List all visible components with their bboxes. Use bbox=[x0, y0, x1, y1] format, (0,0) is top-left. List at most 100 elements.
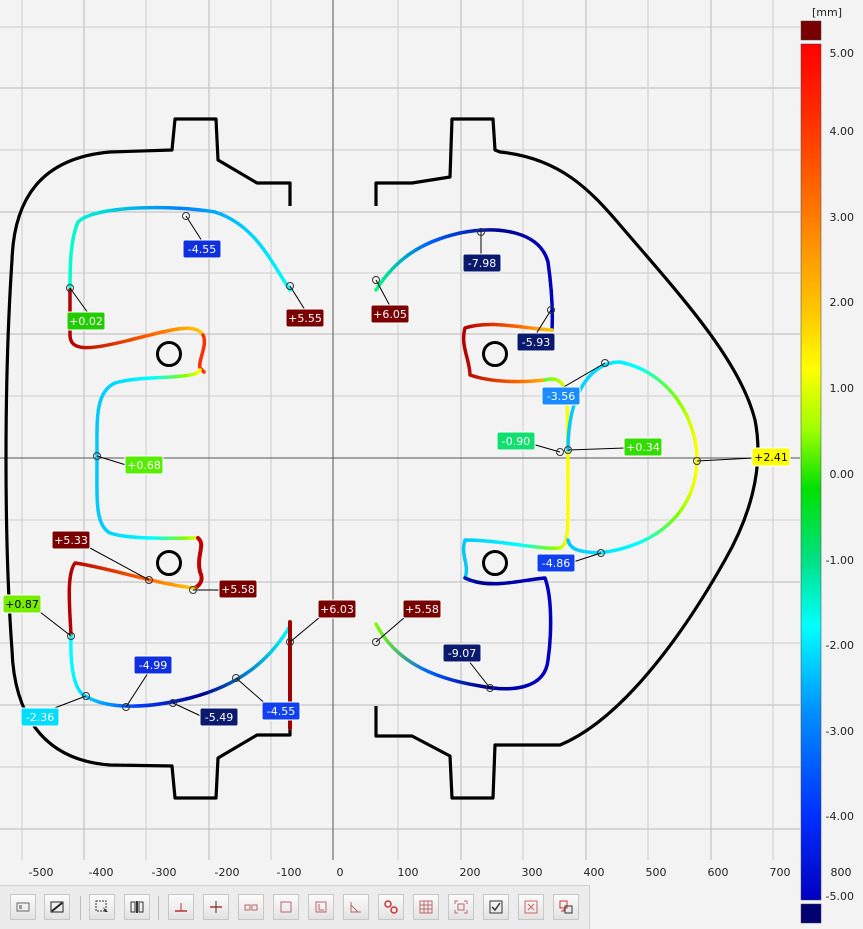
deviation-label[interactable]: -5.49 bbox=[199, 707, 239, 727]
x-tick-label: 200 bbox=[460, 866, 481, 879]
x-tick-label: 600 bbox=[708, 866, 729, 879]
gap-flush-button[interactable] bbox=[238, 894, 264, 920]
measure-points bbox=[66, 212, 701, 711]
color-scale-label: 3.00 bbox=[830, 211, 855, 224]
deviation-value: +5.58 bbox=[405, 603, 439, 616]
color-scale-label: 1.00 bbox=[830, 382, 855, 395]
x-tick-label: 700 bbox=[770, 866, 791, 879]
x-tick-label: -100 bbox=[277, 866, 302, 879]
x-tick-label: -300 bbox=[152, 866, 177, 879]
x-tick-label: 0 bbox=[337, 866, 344, 879]
x-tick-label: 300 bbox=[522, 866, 543, 879]
x-tick-label: -200 bbox=[215, 866, 240, 879]
checkbox-button[interactable] bbox=[483, 894, 509, 920]
deviation-label[interactable]: -5.93 bbox=[516, 332, 556, 352]
color-scale-label: -1.00 bbox=[826, 554, 854, 567]
view-mode-button[interactable] bbox=[10, 894, 36, 920]
edge-deviation-icon bbox=[210, 901, 222, 913]
color-scale-label: 4.00 bbox=[830, 125, 855, 138]
deviation-label[interactable]: +0.02 bbox=[66, 311, 106, 331]
split-view-button[interactable] bbox=[124, 894, 150, 920]
toggle-hatch-button[interactable] bbox=[44, 894, 70, 920]
part-outline bbox=[4, 117, 760, 800]
deviation-value: +5.33 bbox=[54, 534, 88, 547]
rectangle-button[interactable] bbox=[273, 894, 299, 920]
angle-button[interactable] bbox=[343, 894, 369, 920]
deviation-label[interactable]: +0.34 bbox=[623, 437, 663, 457]
grid-button[interactable] bbox=[413, 894, 439, 920]
deviation-label[interactable]: -7.98 bbox=[462, 253, 502, 273]
deviation-label[interactable]: +5.58 bbox=[218, 579, 258, 599]
deviation-label[interactable]: +0.87 bbox=[2, 594, 42, 614]
deviation-label[interactable]: -4.55 bbox=[182, 239, 222, 259]
gap-flush-icon bbox=[244, 904, 258, 911]
deviation-value: +0.87 bbox=[5, 598, 39, 611]
deviation-value: -2.36 bbox=[26, 711, 54, 724]
color-scale-under bbox=[800, 903, 822, 924]
bottom-toolbar bbox=[0, 885, 590, 929]
fit-view-icon bbox=[454, 900, 468, 914]
deviation-label[interactable]: -9.07 bbox=[442, 643, 482, 663]
deviation-value: -0.90 bbox=[502, 435, 530, 448]
color-scale-label: -4.00 bbox=[826, 810, 854, 823]
deviation-label[interactable]: -2.36 bbox=[20, 707, 60, 727]
fit-view-button[interactable] bbox=[448, 894, 474, 920]
plot-minor-grid bbox=[0, 0, 800, 860]
deviation-value: -9.07 bbox=[448, 647, 476, 660]
grid-icon bbox=[419, 900, 433, 914]
checkbox-icon bbox=[489, 900, 503, 914]
deviation-label[interactable]: -4.86 bbox=[536, 553, 576, 573]
color-scale-unit: [mm] bbox=[812, 6, 842, 19]
deviation-label[interactable]: -4.55 bbox=[261, 701, 301, 721]
deviation-label[interactable]: +2.41 bbox=[751, 447, 791, 467]
deviation-label[interactable]: +6.03 bbox=[317, 599, 357, 619]
split-view-icon bbox=[130, 901, 144, 913]
x-tick-label: -400 bbox=[89, 866, 114, 879]
deviation-labels: -4.55 +5.55 +0.02 +6.05 -7.98 -5.93 -3.56 -0.90… bbox=[2, 239, 791, 727]
x-tick-label: 800 bbox=[831, 866, 852, 879]
deviation-label[interactable]: +0.68 bbox=[124, 455, 164, 475]
circle-pair-icon bbox=[384, 900, 398, 914]
deviation-value: -4.86 bbox=[542, 557, 570, 570]
point-deviation-button[interactable] bbox=[168, 894, 194, 920]
point-deviation-icon bbox=[175, 903, 187, 912]
deviation-value: -5.49 bbox=[205, 711, 233, 724]
deviation-value: -4.55 bbox=[267, 705, 295, 718]
x-tick-label: 500 bbox=[646, 866, 667, 879]
color-scale-label: -5.00 bbox=[826, 890, 854, 903]
deviation-label[interactable]: +5.33 bbox=[51, 530, 91, 550]
x-tick-label: 400 bbox=[584, 866, 605, 879]
select-region-button[interactable] bbox=[89, 894, 115, 920]
color-scale-label: 2.00 bbox=[830, 296, 855, 309]
delete-label-button[interactable] bbox=[518, 894, 544, 920]
transfer-button[interactable] bbox=[553, 894, 579, 920]
deviation-value: +0.68 bbox=[127, 459, 161, 472]
deviation-value: -3.56 bbox=[547, 390, 575, 403]
circle-pair-button[interactable] bbox=[378, 894, 404, 920]
deviation-label[interactable]: -0.90 bbox=[496, 431, 536, 451]
deviation-value: +5.58 bbox=[221, 583, 255, 596]
deviation-label[interactable]: +5.55 bbox=[285, 308, 325, 328]
color-scale-label: -2.00 bbox=[826, 639, 854, 652]
deviation-value: -4.99 bbox=[139, 659, 167, 672]
plot-grid bbox=[0, 0, 800, 860]
deviation-label[interactable]: +6.05 bbox=[370, 304, 410, 324]
deviation-value: -7.98 bbox=[468, 257, 496, 270]
frame-button[interactable] bbox=[308, 894, 334, 920]
edge-deviation-button[interactable] bbox=[203, 894, 229, 920]
delete-label-icon bbox=[524, 900, 538, 914]
color-scale-label: -3.00 bbox=[826, 725, 854, 738]
deviation-value: +2.41 bbox=[754, 451, 788, 464]
x-axis-ticks: -500 -400 -300 -200 -100 0 100 200 300 400 500 600 7… bbox=[29, 866, 852, 879]
deviation-label[interactable]: -4.99 bbox=[133, 655, 173, 675]
deviation-value: +0.34 bbox=[626, 441, 660, 454]
angle-icon bbox=[350, 902, 361, 913]
toggle-hatch-icon bbox=[50, 901, 64, 913]
color-scale-label: 0.00 bbox=[830, 468, 855, 481]
deviation-value: +0.02 bbox=[69, 315, 103, 328]
transfer-icon bbox=[559, 900, 573, 914]
deviation-label[interactable]: -3.56 bbox=[541, 386, 581, 406]
deviation-label[interactable]: +5.58 bbox=[402, 599, 442, 619]
